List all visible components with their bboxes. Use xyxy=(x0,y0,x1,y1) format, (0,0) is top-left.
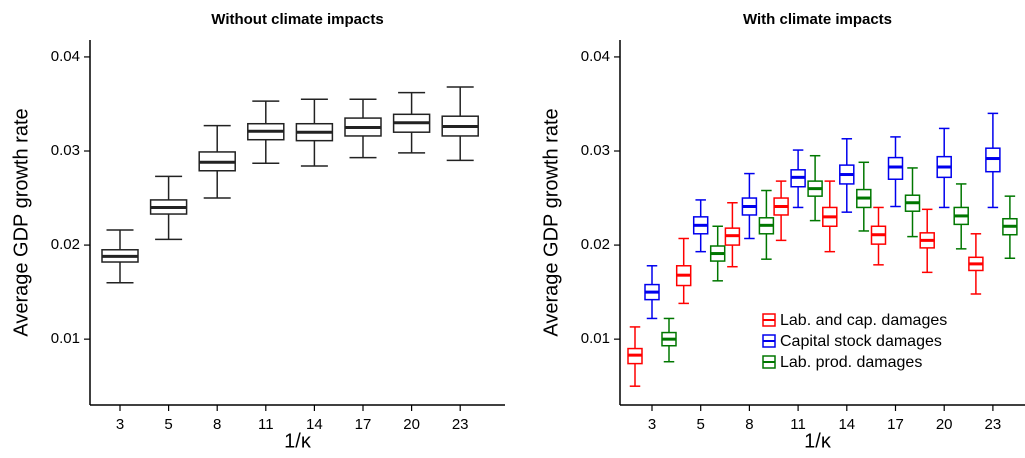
x-tick-label: 17 xyxy=(887,416,904,433)
y-tick-label: 0.01 xyxy=(51,330,80,347)
chart-title: Without climate impacts xyxy=(211,11,383,28)
x-tick-label: 3 xyxy=(116,416,124,433)
y-tick-label: 0.03 xyxy=(51,142,80,159)
x-tick-label: 20 xyxy=(403,416,420,433)
legend-label: Lab. prod. damages xyxy=(780,354,922,371)
x-tick-label: 14 xyxy=(306,416,323,433)
x-tick-label: 3 xyxy=(648,416,656,433)
y-tick-label: 0.01 xyxy=(581,330,610,347)
x-tick-label: 20 xyxy=(936,416,953,433)
x-tick-label: 23 xyxy=(452,416,469,433)
x-axis-label: 1/κ xyxy=(284,430,312,452)
x-axis-label: 1/κ xyxy=(804,430,832,452)
y-axis-label: Average GDP growth rate xyxy=(540,108,562,336)
y-tick-label: 0.04 xyxy=(51,48,80,65)
y-tick-label: 0.02 xyxy=(581,236,610,253)
y-axis-label: Average GDP growth rate xyxy=(10,108,32,336)
x-tick-label: 5 xyxy=(697,416,705,433)
legend-label: Capital stock damages xyxy=(780,333,942,350)
x-tick-label: 8 xyxy=(745,416,753,433)
y-tick-label: 0.03 xyxy=(581,142,610,159)
x-tick-label: 14 xyxy=(838,416,855,433)
x-tick-label: 11 xyxy=(790,416,806,433)
chart-title: With climate impacts xyxy=(743,11,892,28)
y-tick-label: 0.02 xyxy=(51,236,80,253)
x-tick-label: 5 xyxy=(164,416,172,433)
x-tick-label: 17 xyxy=(355,416,372,433)
x-tick-label: 11 xyxy=(258,416,274,433)
legend-label: Lab. and cap. damages xyxy=(780,312,947,329)
y-tick-label: 0.04 xyxy=(581,48,610,65)
x-tick-label: 23 xyxy=(985,416,1002,433)
x-tick-label: 8 xyxy=(213,416,221,433)
